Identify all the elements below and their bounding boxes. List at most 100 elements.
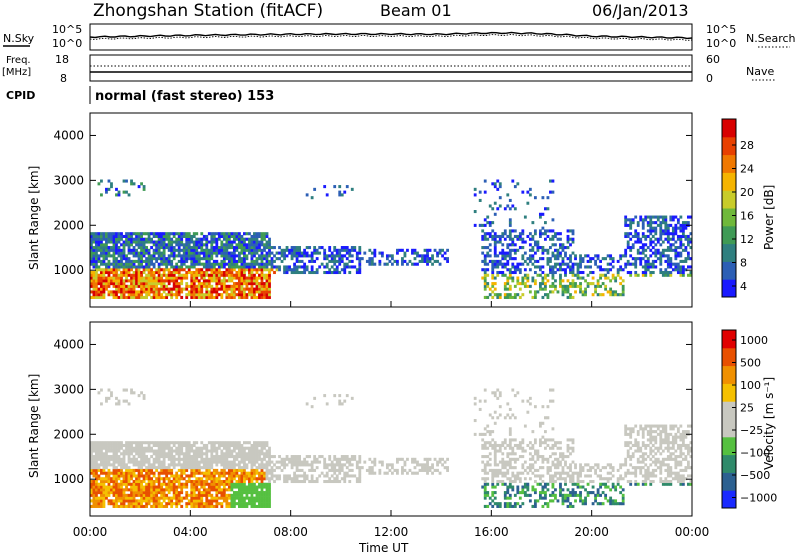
power-cell [293,251,296,255]
power-cell [142,246,146,250]
velocity-cell [147,502,151,506]
power-cell [581,257,585,261]
power-cell [253,259,256,263]
velocity-cell [300,468,304,472]
power-cell [571,262,575,266]
velocity-cell [192,474,196,478]
velocity-cell [147,463,151,467]
power-cell [160,246,164,250]
velocity-cell [498,479,502,484]
velocity-cell [177,457,181,461]
velocity-cell [538,455,542,459]
velocity-cell [255,460,259,464]
power-cell [237,279,241,283]
velocity-cell [152,452,156,456]
power-cell [579,259,582,263]
power-cell [155,240,159,244]
velocity-cell [493,449,497,453]
velocity-cell [140,468,143,472]
power-cell [518,295,522,299]
power-cell [325,265,329,269]
power-cell [243,268,246,272]
power-cell [127,290,131,294]
velocity-cell [120,482,123,486]
power-cell [644,265,648,269]
velocity-cell [142,396,146,400]
power-cell [122,284,126,288]
power-cell [571,268,575,272]
velocity-cell [273,479,276,484]
velocity-cell [493,460,497,464]
velocity-cell [232,496,236,500]
power-cell [97,279,101,283]
power-cell [684,246,688,250]
velocity-cell [200,446,204,450]
velocity-cell [117,474,121,478]
power-cell [127,240,131,244]
power-cell [549,229,552,233]
power-cell [92,254,96,258]
velocity-cell [145,502,148,506]
velocity-cell [157,443,161,448]
velocity-cell [263,441,266,445]
power-cell [659,254,663,258]
velocity-cell [391,463,394,467]
power-cell [162,295,166,299]
power-cell [644,254,648,258]
power-cell [624,265,628,269]
velocity-cell [551,460,555,464]
velocity-cell [486,504,490,508]
power-cell [107,268,111,272]
velocity-cell [170,482,174,486]
velocity-cell [205,479,209,484]
power-cell [190,295,194,299]
power-cell [152,270,156,275]
colorbar-tick-label: 4 [740,280,747,293]
power-cell [533,290,537,294]
power-cell [187,268,191,272]
velocity-cell [132,479,136,484]
velocity-cell [220,474,224,478]
power-cell [493,185,497,189]
power-cell [503,284,507,288]
velocity-cell [202,502,206,506]
power-cell [526,262,530,266]
velocity-cell [260,471,264,475]
power-cell [343,190,347,194]
power-cell [559,279,562,283]
velocity-cell [195,496,199,500]
power-cell [152,279,156,283]
power-cell [551,282,555,286]
power-cell [684,268,688,272]
velocity-cell [288,474,291,478]
power-cell [513,234,517,239]
velocity-cell [310,479,314,484]
velocity-cell [551,452,555,456]
velocity-cell [340,466,344,470]
velocity-cell [360,466,364,470]
velocity-cell [528,477,532,481]
power-cell [170,254,174,258]
velocity-cell [290,477,294,481]
power-cell [132,273,136,277]
power-cell [110,290,113,294]
power-cell [210,237,214,241]
power-cell [651,262,655,266]
power-cell [180,259,184,263]
velocity-cell [130,391,133,395]
power-cell [215,248,219,252]
power-cell [538,212,542,216]
velocity-cell [270,460,274,464]
power-cell [576,262,580,266]
power-cell [125,254,128,258]
velocity-cell [260,441,264,445]
power-cell [175,284,179,288]
velocity-cell [112,479,116,484]
power-cell [483,270,487,275]
power-cell [538,257,542,261]
velocity-cell [418,468,422,472]
velocity-cell [167,491,171,495]
velocity-cell [145,482,148,486]
velocity-cell [263,471,266,475]
power-cell [160,262,164,266]
